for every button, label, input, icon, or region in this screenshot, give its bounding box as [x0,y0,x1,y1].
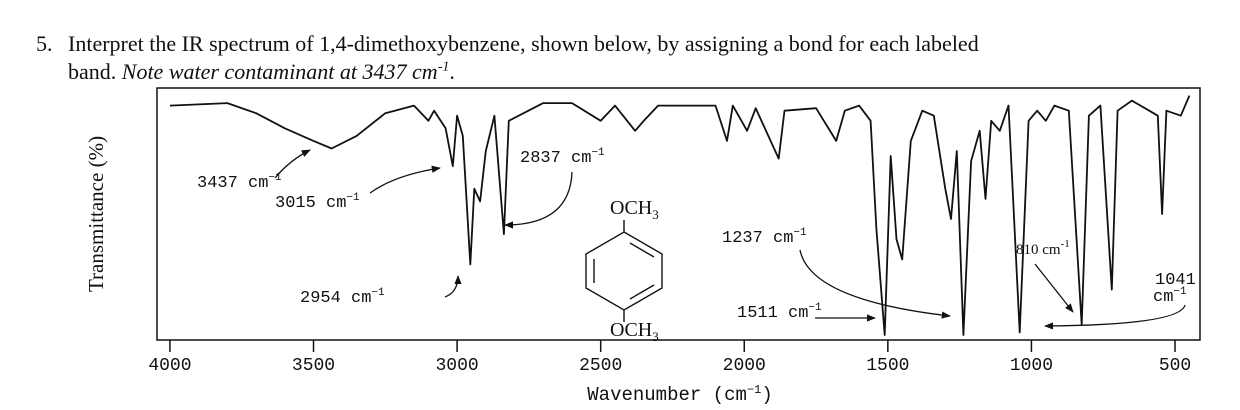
structure-sub: 3 [652,329,659,344]
annotation: 2954 cm−1 [300,287,385,308]
question-number: 5. [36,31,53,56]
annotation: cm−1 [1153,286,1187,307]
x-tick-label: 1000 [1010,356,1053,376]
annotation-sup: −1 [346,192,360,204]
annotation-text: 1041 [1155,271,1196,290]
annotation: 3437 cm−1 [197,172,282,193]
x-tick-label: 3500 [292,356,335,376]
annotation-sup: −1 [1173,286,1187,298]
arrow [799,249,951,319]
structure-sub: 3 [652,207,659,222]
annotation-text: 810 cm [1016,242,1061,258]
arrow [1034,263,1074,313]
annotation: 810 cm-1 [1016,238,1070,258]
annotation-sup: −1 [808,302,822,314]
arrow [1044,304,1186,330]
question-text: band. [68,59,117,84]
annotation-text: 2837 cm [520,149,591,168]
x-tick-label: 2000 [723,356,766,376]
x-tick-label: 3000 [435,356,478,376]
annotation-sup: −1 [371,287,385,299]
arrow [369,165,441,194]
plot-frame [156,87,1201,341]
structure-label: OCH3 [610,319,659,344]
arrow [274,149,311,179]
annotation-sup: −1 [591,147,605,159]
annotation: 1511 cm−1 [737,302,822,323]
annotation-text: 1511 cm [737,304,808,323]
x-label-end: ) [761,384,772,406]
annotation: 1237 cm−1 [722,227,807,248]
x-label-sup: −1 [747,383,761,397]
x-axis-label: Wavenumber (cm−1) [587,383,772,406]
question-line: band. Note water contaminant at 3437 cm-… [68,58,455,86]
annotation-sup: −1 [793,227,807,239]
annotation-text: 3437 cm [197,174,268,193]
question-line: Interpret the IR spectrum of 1,4-dimetho… [68,31,979,56]
arrow [444,275,462,298]
structure-label: OCH3 [610,197,659,222]
x-tick-label: 1500 [866,356,909,376]
annotation-text: 1237 cm [722,229,793,248]
x-tick-label: 4000 [148,356,191,376]
annotation: 1041 [1155,271,1196,290]
y-axis-label: Transmittance (%) [84,136,108,292]
structure-text: OCH [610,197,652,219]
spectrum-line [169,95,1191,336]
annotation: 2837 cm−1 [520,147,605,168]
x-tick-label: 2500 [579,356,622,376]
annotation-sup: −1 [268,172,282,184]
arrow [504,171,573,229]
annotation-text: 2954 cm [300,289,371,308]
note-end: . [449,59,455,84]
annotation: 3015 cm−1 [275,192,360,213]
x-label-text: Wavenumber (cm [587,384,747,406]
note-sup: -1 [437,59,450,75]
structure-text: OCH [610,319,652,341]
annotation-sup: -1 [1061,238,1070,250]
annotation-text: 3015 cm [275,194,346,213]
x-tick-label: 500 [1159,356,1191,376]
note: Note water contaminant at 3437 cm [121,59,438,84]
structure [585,220,663,322]
annotation-text: cm [1153,288,1173,307]
